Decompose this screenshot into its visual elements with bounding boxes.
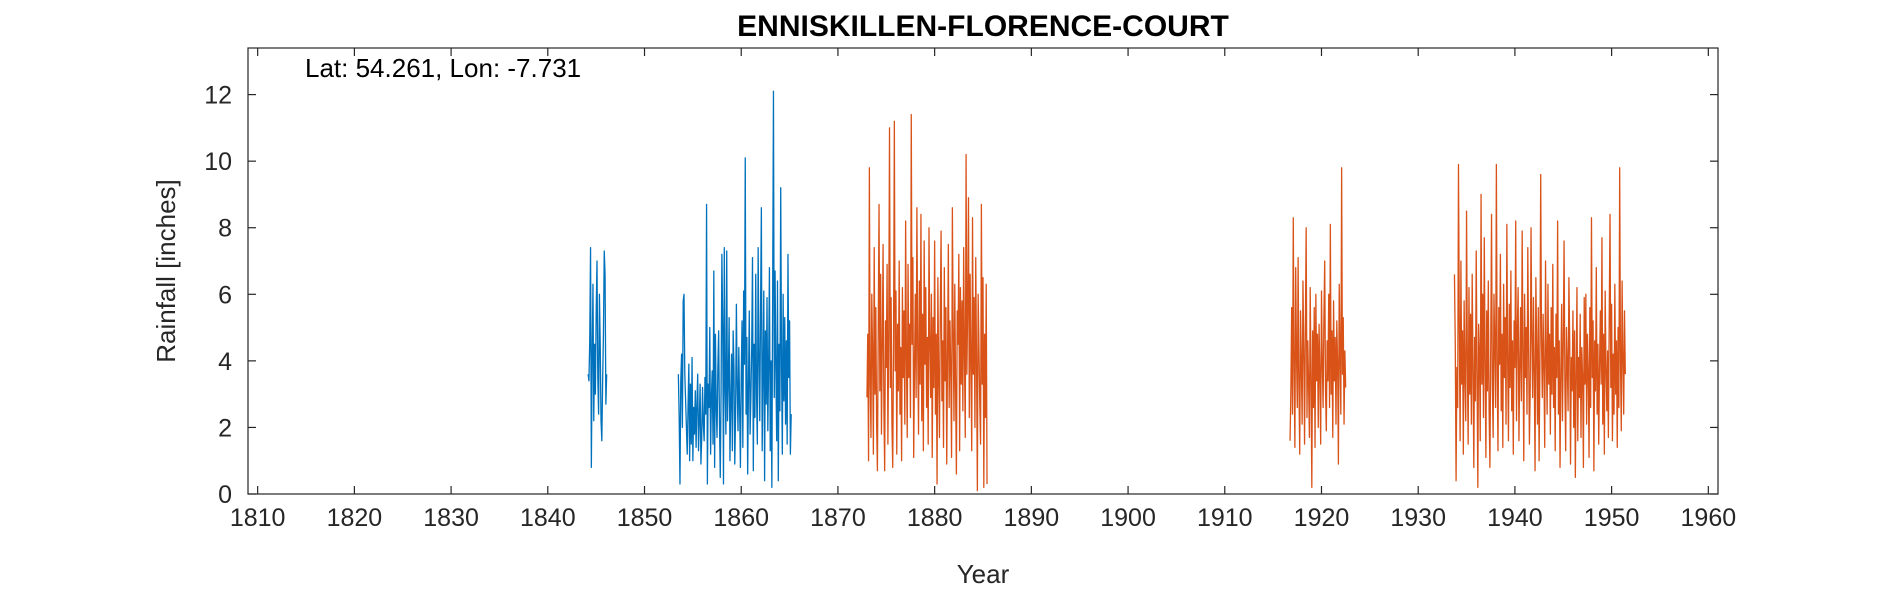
x-tick-label: 1880	[907, 504, 963, 532]
y-tick-label: 2	[218, 414, 232, 442]
x-tick-label: 1830	[423, 504, 479, 532]
x-tick-label: 1920	[1294, 504, 1350, 532]
x-tick-label: 1950	[1584, 504, 1640, 532]
x-tick-label: 1810	[230, 504, 286, 532]
series-layer	[587, 90, 1626, 492]
series-2-segment-2-line	[1289, 167, 1347, 488]
y-tick-label: 10	[204, 148, 232, 176]
x-tick-label: 1930	[1390, 504, 1446, 532]
x-tick-label: 1940	[1487, 504, 1543, 532]
chart-title: ENNISKILLEN-FLORENCE-COURT	[737, 10, 1229, 43]
y-tick-label: 12	[204, 82, 232, 110]
x-axis-label: Year	[957, 559, 1010, 589]
y-tick-label: 8	[218, 215, 232, 243]
x-tick-label: 1850	[617, 504, 673, 532]
y-axis-label: Rainfall [inches]	[151, 179, 181, 363]
x-tick-label: 1840	[520, 504, 576, 532]
ticks-layer: 1810 1820 1830 1840 1850 1860 1870 1880 1890 1900…	[204, 48, 1736, 532]
series-1-segment-2-line	[677, 90, 792, 488]
y-tick-label: 4	[218, 348, 232, 376]
series-1-segment-1-line	[587, 247, 608, 469]
location-annotation: Lat: 54.261, Lon: -7.731	[305, 53, 581, 83]
x-tick-label: 1960	[1681, 504, 1737, 532]
x-tick-label: 1890	[1004, 504, 1060, 532]
series-2-segment-3-line	[1453, 163, 1626, 488]
x-tick-label: 1910	[1197, 504, 1253, 532]
x-tick-label: 1900	[1100, 504, 1156, 532]
x-tick-label: 1820	[327, 504, 383, 532]
series-2-segment-1-line	[866, 113, 988, 492]
x-tick-label: 1860	[713, 504, 769, 532]
y-tick-label: 0	[218, 481, 232, 509]
y-tick-label: 6	[218, 281, 232, 309]
x-tick-label: 1870	[810, 504, 866, 532]
axes-box	[247, 47, 1719, 495]
